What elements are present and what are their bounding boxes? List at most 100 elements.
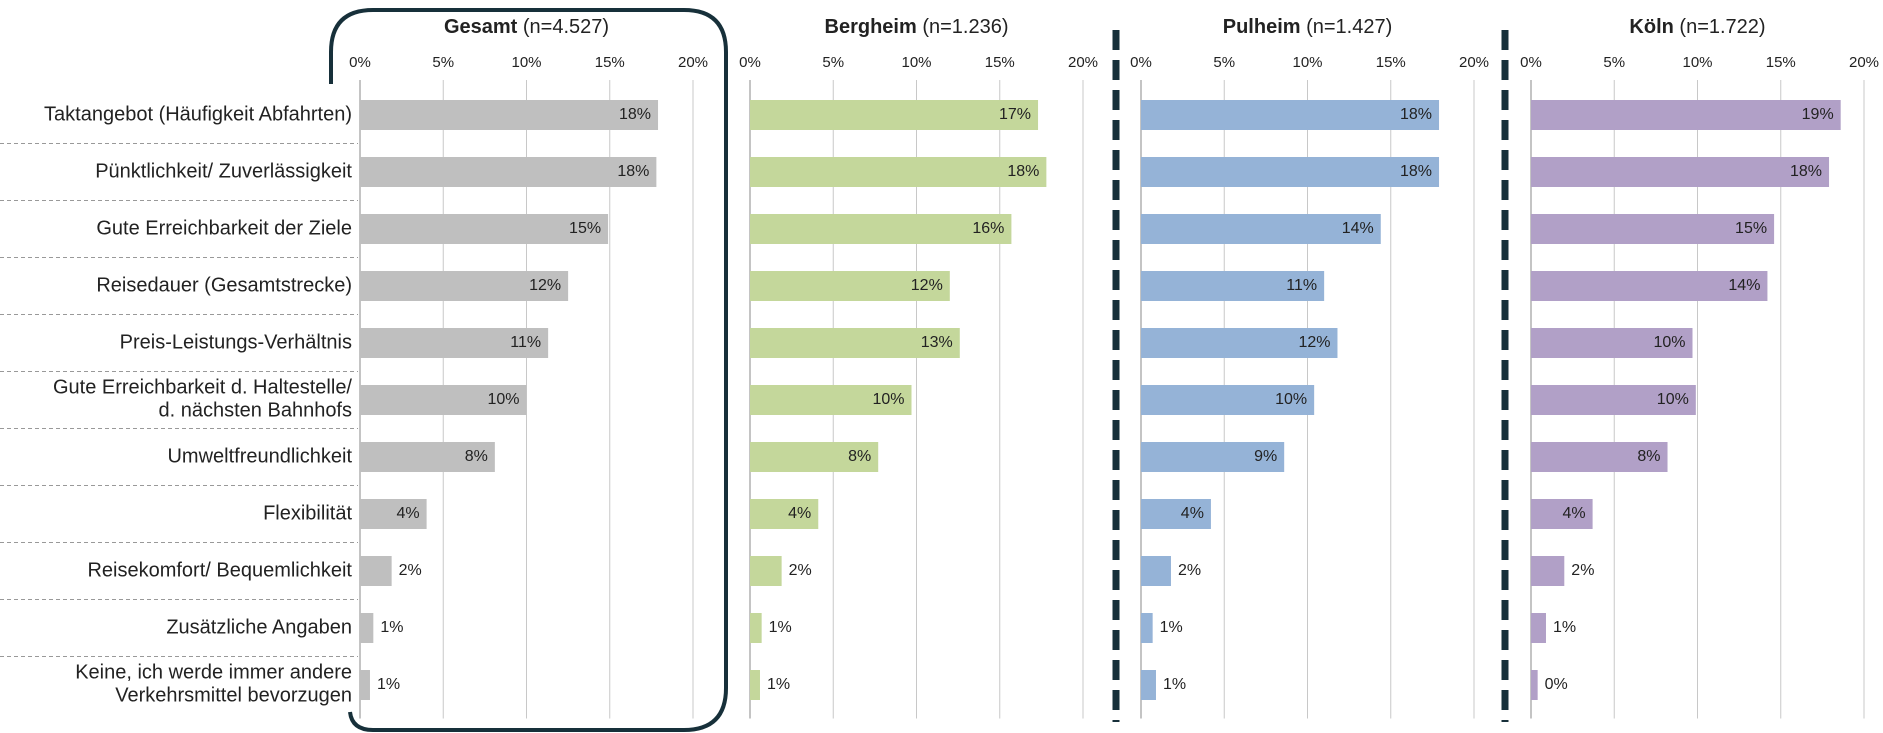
value-label: 18% [1007, 163, 1039, 180]
bar [360, 442, 495, 472]
bar [750, 214, 1012, 244]
bar [1531, 385, 1696, 415]
subtitle: (n=1.236) [922, 16, 1008, 38]
x-tick-label: 5% [1213, 54, 1235, 71]
bar [750, 100, 1039, 130]
value-label: 16% [972, 220, 1004, 237]
bar [360, 670, 370, 700]
bar [360, 556, 392, 586]
category-label: Umweltfreundlichkeit [167, 445, 352, 467]
x-tick-label: 0% [1130, 54, 1152, 71]
category-label: Zusätzliche Angaben [166, 616, 352, 638]
category-label: Taktangebot (Häufigkeit Abfahrten) [44, 103, 352, 125]
panel-title: Bergheim (n=1.236) [825, 16, 1009, 38]
bar [1141, 556, 1171, 586]
bar [1531, 100, 1841, 130]
value-label: 13% [921, 334, 953, 351]
subtitle: (n=1.427) [1306, 16, 1392, 38]
x-tick-label: 0% [739, 54, 761, 71]
x-tick-label: 5% [1603, 54, 1625, 71]
x-tick-label: 20% [678, 54, 708, 71]
value-label: 4% [1562, 505, 1585, 522]
value-label: 17% [999, 106, 1031, 123]
subtitle: (n=4.527) [523, 16, 609, 38]
value-label: 8% [848, 448, 871, 465]
bar [360, 613, 374, 643]
value-label: 10% [872, 391, 904, 408]
value-label: 18% [617, 163, 649, 180]
bar [1531, 328, 1693, 358]
value-label: 18% [1400, 106, 1432, 123]
bar [360, 100, 659, 130]
x-tick-label: 10% [511, 54, 541, 71]
value-label: 18% [619, 106, 651, 123]
bar [750, 499, 819, 529]
bar [1141, 100, 1440, 130]
bar [1141, 442, 1285, 472]
title: Pulheim [1223, 16, 1301, 38]
value-label: 10% [1653, 334, 1685, 351]
value-label: 8% [465, 448, 488, 465]
x-tick-label: 15% [985, 54, 1015, 71]
bar [750, 385, 912, 415]
x-tick-label: 15% [1766, 54, 1796, 71]
value-label: 1% [767, 676, 790, 693]
category-label: Gute Erreichbarkeit d. Haltestelle/d. nä… [53, 377, 352, 422]
x-tick-label: 0% [1520, 54, 1542, 71]
x-tick-label: 15% [595, 54, 625, 71]
value-label: 1% [769, 619, 792, 636]
bar [750, 157, 1047, 187]
highlight-frame [329, 8, 728, 732]
bar [750, 556, 782, 586]
bar [1531, 157, 1830, 187]
category-label: Keine, ich werde immer andere Verkehrsmit… [75, 662, 352, 707]
value-label: 14% [1728, 277, 1760, 294]
x-tick-label: 10% [901, 54, 931, 71]
subtitle: (n=1.722) [1679, 16, 1765, 38]
x-tick-label: 10% [1292, 54, 1322, 71]
value-label: 11% [510, 334, 541, 351]
x-tick-label: 5% [432, 54, 454, 71]
category-label: Gute Erreichbarkeit der Ziele [96, 217, 352, 239]
value-label: 12% [529, 277, 561, 294]
title: Gesamt [444, 16, 518, 38]
bar [360, 157, 657, 187]
value-label: 1% [1160, 619, 1183, 636]
value-label: 2% [1178, 562, 1201, 579]
bar [1531, 613, 1546, 643]
bar [750, 670, 760, 700]
value-label: 0% [1545, 676, 1568, 693]
panel-title: Gesamt (n=4.527) [444, 16, 609, 38]
bar [360, 385, 527, 415]
value-label: 12% [911, 277, 943, 294]
bar [360, 499, 427, 529]
bar [1141, 613, 1153, 643]
x-tick-label: 20% [1459, 54, 1489, 71]
value-label: 2% [1571, 562, 1594, 579]
bar [1531, 271, 1768, 301]
value-label: 15% [1735, 220, 1767, 237]
value-label: 8% [1637, 448, 1660, 465]
x-tick-label: 20% [1849, 54, 1879, 71]
category-label: Reisekomfort/ Bequemlichkeit [87, 559, 352, 581]
bar [1141, 328, 1338, 358]
bar [1141, 385, 1315, 415]
value-label: 10% [1657, 391, 1689, 408]
bar [750, 328, 960, 358]
bar [1531, 556, 1565, 586]
value-label: 4% [396, 505, 419, 522]
value-label: 14% [1342, 220, 1374, 237]
bar [1531, 442, 1668, 472]
value-label: 12% [1298, 334, 1330, 351]
value-label: 10% [487, 391, 519, 408]
value-label: 18% [1400, 163, 1432, 180]
bar [1531, 214, 1775, 244]
bar [1531, 670, 1538, 700]
bar [1141, 499, 1211, 529]
bar [360, 214, 609, 244]
x-tick-label: 5% [822, 54, 844, 71]
value-label: 1% [1163, 676, 1186, 693]
value-label: 1% [377, 676, 400, 693]
category-label: Pünktlichkeit/ Zuverlässigkeit [95, 160, 352, 182]
